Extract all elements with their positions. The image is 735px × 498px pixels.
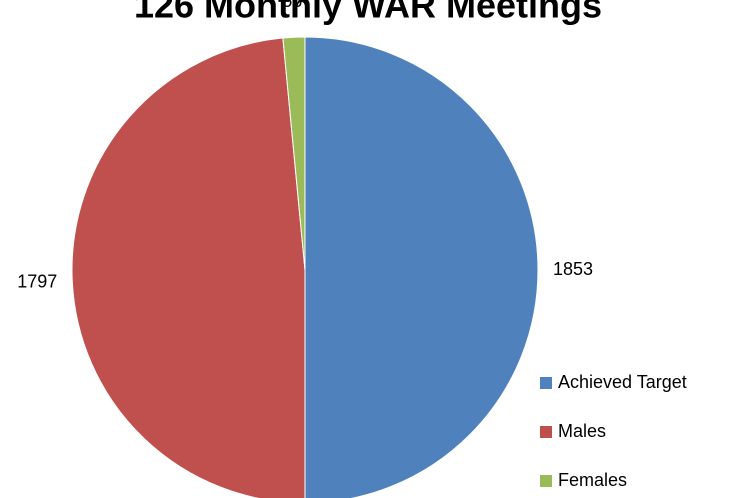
data-label: 1853 [553, 259, 593, 279]
legend-label: Females [558, 470, 627, 490]
chart-title: 126 Monthly WAR Meetings [134, 0, 602, 26]
pie-slice [71, 37, 306, 498]
legend-swatch [540, 475, 552, 487]
pie-slice [282, 36, 306, 271]
data-label: 56 [282, 0, 302, 11]
data-label: 1797 [17, 271, 57, 291]
pie-slice [304, 36, 539, 498]
legend-swatch [540, 377, 552, 389]
legend-label: Males [558, 421, 606, 441]
legend-label: Achieved Target [558, 372, 687, 392]
legend-swatch [540, 426, 552, 438]
